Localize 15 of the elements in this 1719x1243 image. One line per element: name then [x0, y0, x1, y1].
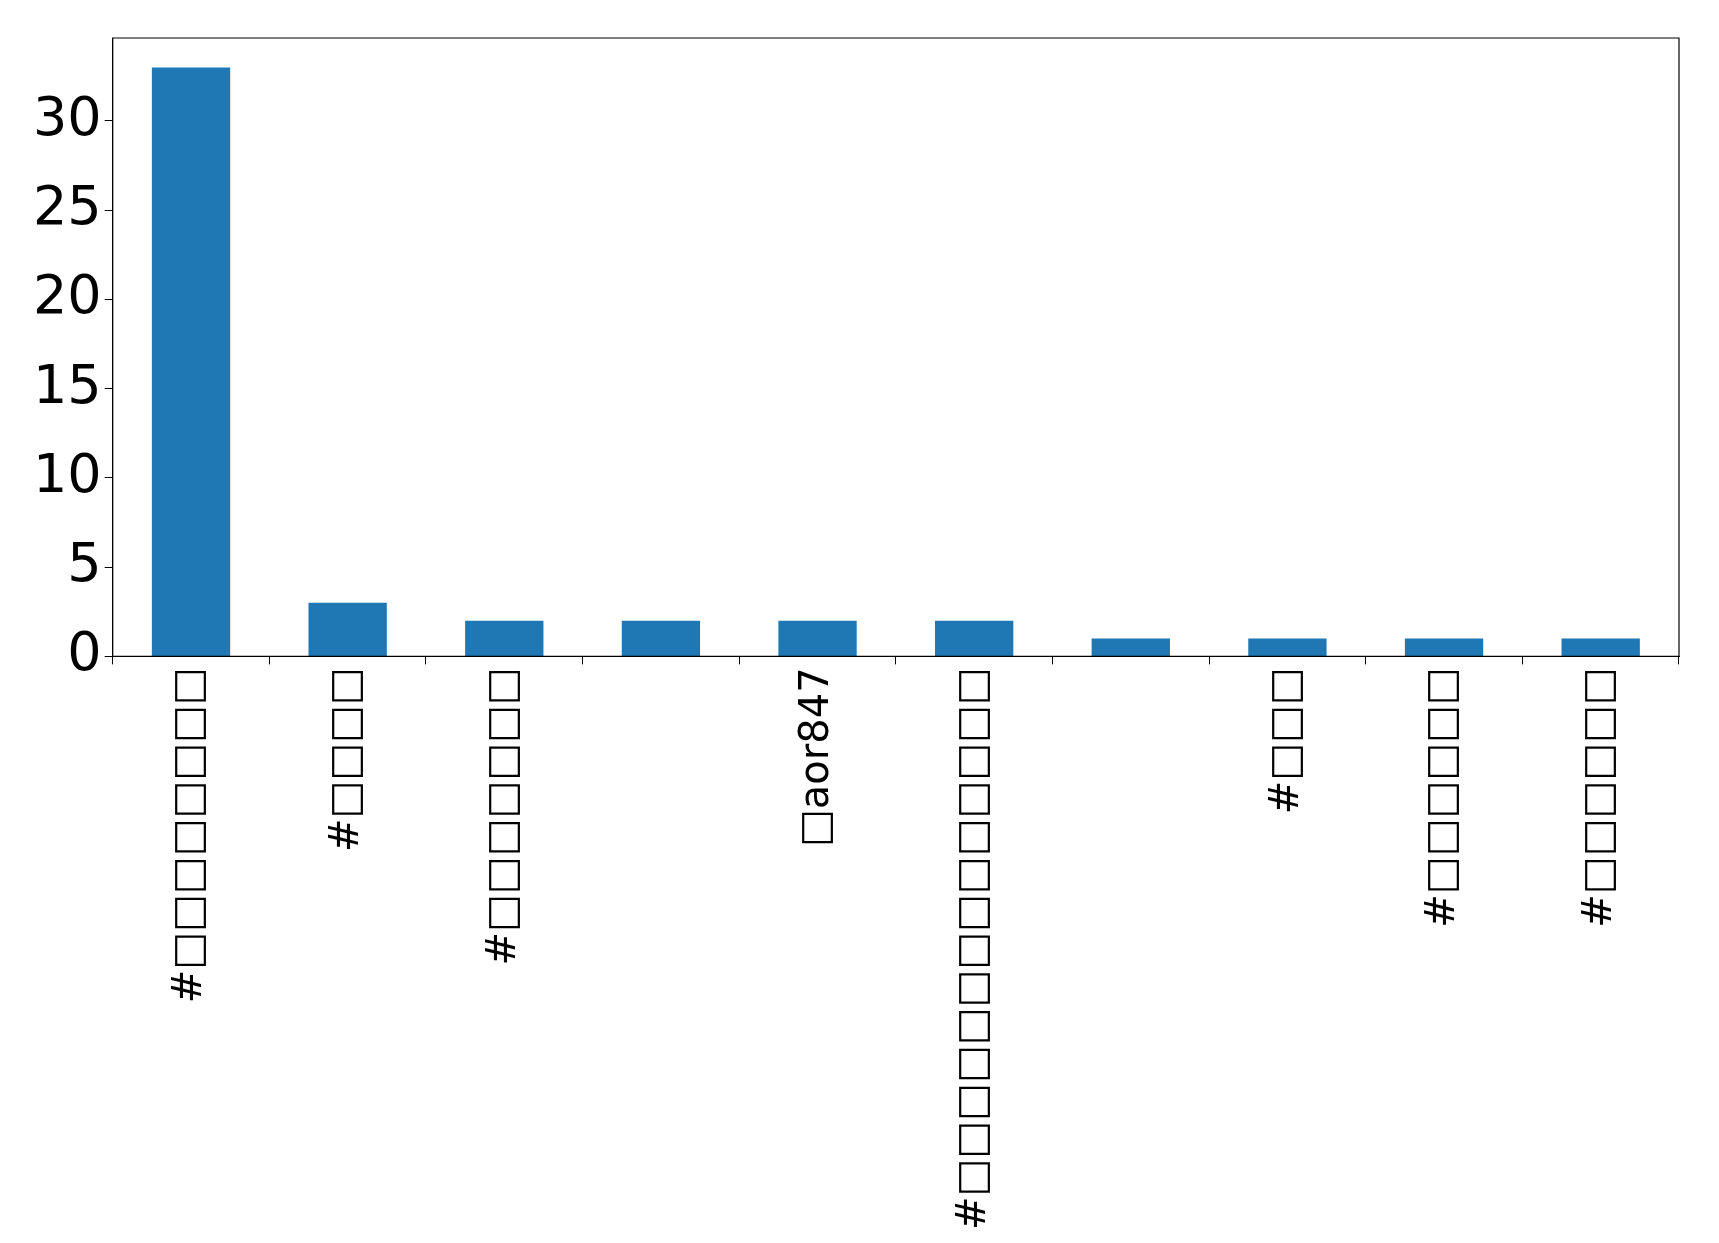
x-tick-label: #□□□□□□□	[477, 667, 524, 966]
x-tick-label: □aor847	[790, 667, 837, 847]
y-tick-label: 25	[32, 174, 102, 238]
y-tick-label: 20	[32, 263, 102, 327]
y-tick-label: 15	[32, 352, 102, 416]
y-tick-label: 30	[32, 85, 102, 149]
x-tick-label: #□□□□□□□□	[164, 667, 211, 1004]
x-tick-label: #□□□□□□	[1574, 667, 1621, 928]
y-tick-label: 0	[67, 620, 102, 684]
y-tick-label: 10	[32, 441, 102, 505]
x-tick-label: #□□□□□□	[1417, 667, 1464, 928]
x-tick-label: #□□□□	[321, 667, 368, 853]
x-tick-label: #□□□	[1260, 667, 1307, 815]
y-tick-label: 5	[67, 531, 102, 595]
x-tick-label: #□□□□□□□□□□□□□□	[947, 667, 994, 1231]
